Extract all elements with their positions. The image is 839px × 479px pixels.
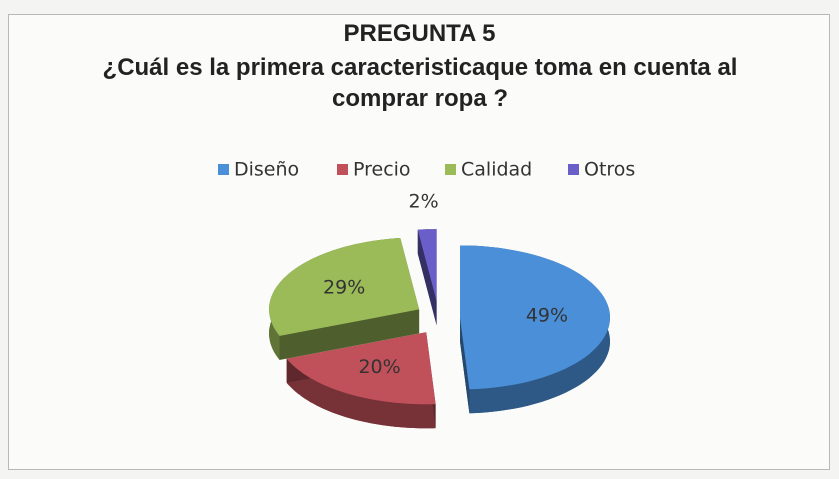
- data-label: 20%: [358, 356, 400, 378]
- legend-label: Calidad: [461, 159, 532, 181]
- legend-label: Precio: [353, 159, 411, 181]
- legend-swatch: [568, 164, 579, 175]
- slice-side: [279, 309, 420, 360]
- slice: [269, 238, 420, 336]
- data-label: 29%: [323, 277, 365, 299]
- chart-subtitle: ¿Cuál es la primera caracteristicaque to…: [102, 54, 738, 112]
- slice: [417, 229, 437, 302]
- slice-side: [417, 229, 437, 326]
- data-label: 2%: [409, 190, 439, 212]
- slice-side: [460, 317, 470, 414]
- slice: [286, 332, 436, 405]
- legend-swatch: [445, 164, 456, 175]
- legend: Diseño Precio Calidad Otros: [218, 159, 635, 181]
- legend-swatch: [337, 164, 348, 175]
- slice: [460, 245, 610, 390]
- legend-label: Diseño: [234, 159, 299, 181]
- legend-swatch: [218, 164, 229, 175]
- slice-side: [286, 358, 436, 429]
- legend-label: Otros: [584, 159, 635, 181]
- data-label: 49%: [526, 305, 568, 327]
- chart-title: PREGUNTA 5: [343, 20, 496, 47]
